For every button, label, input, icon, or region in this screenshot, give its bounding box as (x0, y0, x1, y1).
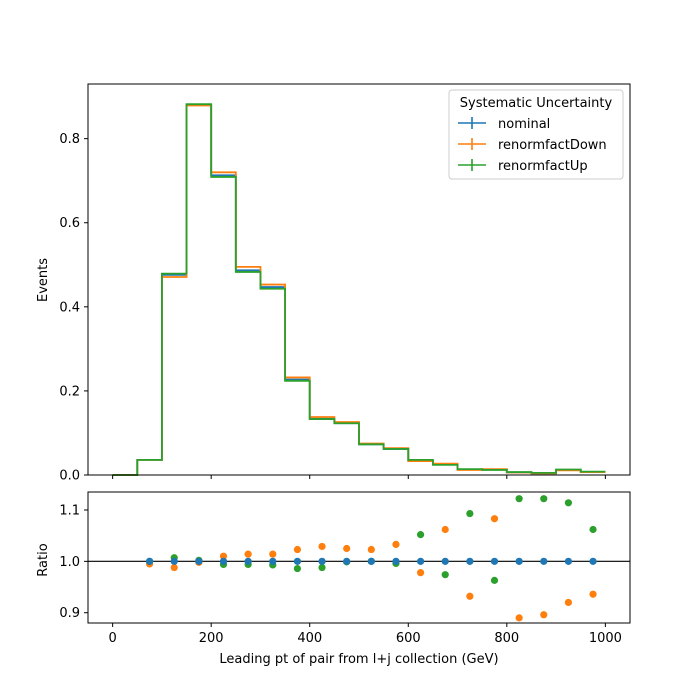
legend-entry-nominal: nominal (458, 117, 550, 132)
ratio-x-tick-label: 600 (396, 631, 421, 646)
top-panel: 0.0 0.2 0.4 0.6 0.8 Events Systematic Uncert… (36, 83, 631, 484)
ratio-point-nominal (318, 557, 326, 565)
ratio-point-renormfactup (466, 509, 474, 518)
histogram-y-tick-label: 0.2 (59, 384, 80, 399)
ratio-y-tick-label: 1.0 (59, 555, 80, 570)
ratio-point-nominal (195, 557, 203, 565)
ratio-point-nominal (540, 557, 548, 565)
histogram-series-renormfactup (112, 103, 606, 476)
ratio-point-nominal (293, 557, 302, 565)
ratio-point-renormfactdown (269, 550, 277, 558)
ratio-point-renormfactdown (170, 563, 178, 572)
ratio-point-renormfactup (540, 495, 548, 503)
ratio-point-renormfactup (293, 564, 302, 573)
ratio-x-tick-label: 200 (199, 631, 224, 646)
ratio-point-nominal (170, 557, 178, 565)
ratio-point-nominal (564, 557, 573, 565)
ratio-point-nominal (145, 557, 154, 565)
legend-label-nominal: nominal (498, 117, 550, 132)
ratio-point-renormfactdown (244, 550, 252, 558)
legend-box (448, 89, 624, 180)
ratio-x-tick-label: 400 (297, 631, 322, 646)
histogram-plot-area (112, 103, 606, 476)
ratio-point-nominal (466, 557, 474, 565)
ratio-point-renormfactdown (490, 515, 499, 523)
legend-entry-renormfactdown: renormfactDown (458, 138, 607, 153)
legend-label-renormfactdown: renormfactDown (498, 138, 607, 153)
ratio-point-renormfactdown (589, 590, 597, 598)
ratio-point-nominal (441, 557, 449, 565)
ratio-point-renormfactdown (293, 545, 302, 554)
legend: Systematic Uncertainty nominal renormfac… (448, 89, 624, 180)
ratio-point-renormfactup (441, 571, 449, 579)
ratio-point-renormfactdown (441, 525, 449, 534)
ratio-x-tick-label: 0 (108, 631, 116, 646)
ratio-point-renormfactup (564, 499, 573, 507)
ratio-point-nominal (269, 557, 277, 565)
ratio-point-renormfactup (490, 576, 499, 584)
ratio-point-nominal (589, 557, 597, 565)
ratio-point-renormfactup (515, 495, 523, 503)
ratio-point-renormfactdown (219, 552, 228, 560)
ratio-y-axis-title: Ratio (36, 543, 51, 576)
ratio-point-renormfactdown (416, 569, 425, 577)
ratio-x-tick-label: 800 (494, 631, 519, 646)
ratio-point-nominal (244, 557, 252, 565)
ratio-point-renormfactup (416, 531, 425, 539)
histogram-y-tick-label: 0.8 (59, 132, 80, 147)
ratio-x-tick-label: 1000 (589, 631, 622, 646)
histogram-frame (87, 83, 631, 476)
histogram-ticks: 0.0 0.2 0.4 0.6 0.8 (59, 132, 606, 484)
ratio-ticks: 0 200 400 600 800 1000 0.9 1.0 1.1 (59, 503, 622, 646)
ratio-point-renormfactdown (318, 542, 326, 551)
ratio-point-nominal (515, 557, 523, 565)
ratio-y-tick-label: 1.1 (59, 503, 80, 518)
ratio-point-renormfactdown (564, 598, 573, 607)
ratio-point-renormfactup (589, 525, 597, 534)
histogram-y-tick-label: 0.6 (59, 216, 80, 231)
ratio-point-nominal (490, 557, 499, 565)
ratio-x-axis-title: Leading pt of pair from l+j collection (… (219, 652, 498, 667)
ratio-point-renormfactdown (515, 614, 523, 622)
ratio-y-tick-label: 0.9 (59, 606, 80, 621)
ratio-point-nominal (367, 557, 375, 565)
legend-entry-renormfactup: renormfactUp (458, 159, 588, 174)
ratio-point-renormfactup (318, 563, 326, 572)
ratio-point-nominal (219, 557, 228, 565)
ratio-point-renormfactdown (540, 611, 548, 619)
ratio-panel: 0 200 400 600 800 1000 0.9 1.0 1.1 Ratio Leading… (36, 491, 631, 667)
ratio-point-renormfactdown (392, 540, 400, 549)
ratio-point-renormfactdown (367, 545, 375, 554)
legend-title: Systematic Uncertainty (460, 96, 613, 111)
legend-label-renormfactup: renormfactUp (498, 159, 588, 174)
ratio-point-renormfactdown (466, 592, 474, 600)
ratio-point-nominal (416, 557, 425, 565)
ratio-frame (87, 491, 631, 624)
histogram-y-axis-title: Events (36, 258, 51, 302)
histogram-y-tick-label: 0.4 (59, 300, 80, 315)
histogram-y-tick-label: 0.0 (59, 469, 80, 484)
ratio-point-nominal (343, 557, 351, 565)
ratio-point-nominal (392, 557, 400, 565)
ratio-plot-area (88, 495, 630, 622)
ratio-point-renormfactdown (343, 544, 351, 553)
